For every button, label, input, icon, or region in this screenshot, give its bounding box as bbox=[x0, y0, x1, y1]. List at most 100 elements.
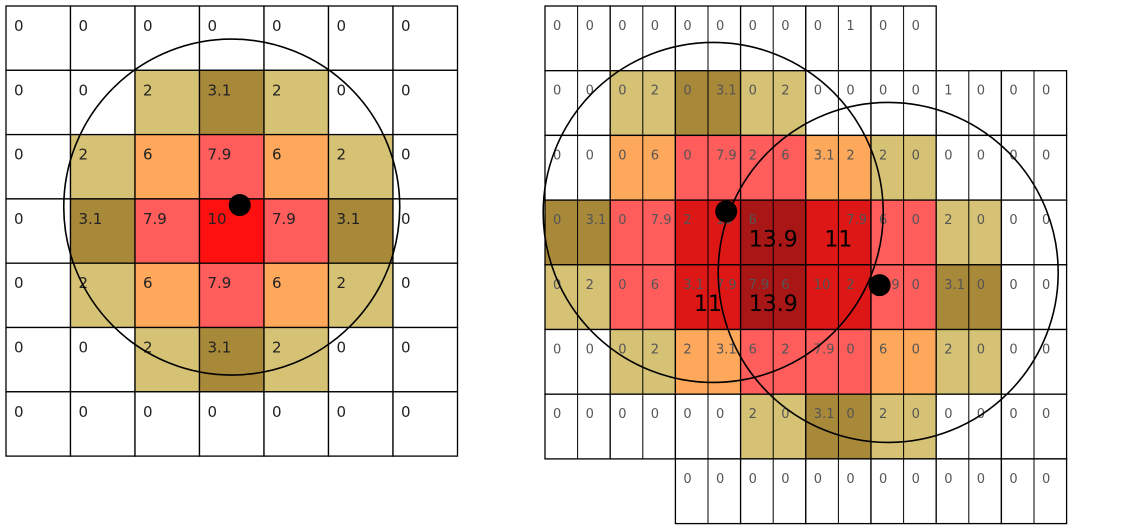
cell-value: 0 bbox=[79, 339, 89, 357]
grid-cell bbox=[392, 5, 459, 71]
subcell-value-right: 0 bbox=[912, 19, 920, 34]
cell-value: 0 bbox=[272, 17, 282, 35]
grid-cell bbox=[327, 69, 394, 136]
cell-value: 2 bbox=[79, 146, 89, 164]
cell-value: 10 bbox=[208, 210, 227, 228]
cell-value: 6 bbox=[143, 146, 153, 164]
subcell-value-left: 3.1 bbox=[814, 407, 835, 422]
subcell-value-left: 0 bbox=[618, 407, 626, 422]
subcell-value-left: 0 bbox=[1009, 213, 1017, 228]
cell-value: 0 bbox=[272, 403, 282, 421]
grid-cell bbox=[198, 391, 265, 457]
grid-cell bbox=[134, 133, 201, 200]
cell-value: 7.9 bbox=[208, 274, 232, 292]
grid-cell bbox=[392, 198, 459, 264]
grid-cell bbox=[327, 198, 394, 264]
cell-value: 2 bbox=[337, 274, 347, 292]
cell-value: 0 bbox=[401, 146, 411, 164]
subcell-value-right: 2 bbox=[586, 278, 594, 293]
subcell-value-right: 0 bbox=[846, 343, 854, 358]
subcell-value-right: 0 bbox=[977, 278, 985, 293]
grid-cell bbox=[263, 391, 330, 457]
subcell-value-left: 0 bbox=[1009, 278, 1017, 293]
source-point bbox=[228, 194, 251, 217]
subcell-value-left: 0 bbox=[683, 472, 691, 487]
cell-value: 2 bbox=[272, 81, 282, 99]
subcell-value-right: 0 bbox=[912, 213, 920, 228]
subcell-value-left: 1 bbox=[944, 84, 952, 99]
subcell-value-right: 0 bbox=[651, 19, 659, 34]
subcell-value-right: 6 bbox=[781, 148, 789, 163]
subcell-value-left: 0 bbox=[814, 19, 822, 34]
cell-value: 0 bbox=[401, 403, 411, 421]
cell-value: 0 bbox=[208, 17, 218, 35]
subcell-value-left: 0 bbox=[553, 148, 561, 163]
cell-value: 2 bbox=[79, 274, 89, 292]
subcell-value-left: 2 bbox=[749, 407, 757, 422]
grid-cell bbox=[69, 262, 136, 329]
subcell-value-right: 0 bbox=[912, 84, 920, 99]
cell-value: 7.9 bbox=[272, 210, 296, 228]
subcell-value-right: 3.1 bbox=[716, 343, 737, 358]
cell-value: 0 bbox=[337, 403, 347, 421]
cell-value: 0 bbox=[14, 274, 24, 292]
subcell-value-left: 0 bbox=[1009, 472, 1017, 487]
subcell-value-right: 3.1 bbox=[586, 213, 607, 228]
cell-value: 0 bbox=[14, 403, 24, 421]
subcell-value-right: 0 bbox=[1042, 278, 1050, 293]
combined-value: 11 bbox=[694, 292, 722, 317]
source-point bbox=[868, 274, 891, 297]
grid-cell bbox=[5, 5, 72, 71]
cell-value: 0 bbox=[401, 17, 411, 35]
cell-value: 0 bbox=[337, 17, 347, 35]
subcell-value-left: 0 bbox=[944, 472, 952, 487]
subcell-value-left: 2 bbox=[879, 148, 887, 163]
subcell-value-left: 0 bbox=[879, 472, 887, 487]
subcell-value-right: 1 bbox=[846, 19, 854, 34]
influence-radius-circle bbox=[717, 101, 1060, 444]
cell-value: 0 bbox=[401, 81, 411, 99]
subcell-value-left: 0 bbox=[553, 343, 561, 358]
source-point bbox=[715, 200, 738, 223]
cell-value: 0 bbox=[14, 17, 24, 35]
subcell-value-left: 0 bbox=[618, 148, 626, 163]
subcell-value-right: 0 bbox=[1042, 343, 1050, 358]
subcell-value-left: 0 bbox=[1009, 84, 1017, 99]
subcell-value-right: 2 bbox=[651, 84, 659, 99]
subcell-value-left: 6 bbox=[879, 343, 887, 358]
grid-cell bbox=[69, 5, 136, 71]
cell-value: 7.9 bbox=[208, 146, 232, 164]
subcell-value-right: 0 bbox=[586, 19, 594, 34]
subcell-value-left: 7.9 bbox=[814, 343, 835, 358]
combined-value: 13.9 bbox=[749, 227, 798, 252]
subcell-value-left: 10 bbox=[814, 278, 831, 293]
grid-cell bbox=[263, 262, 330, 329]
cell-value: 0 bbox=[79, 403, 89, 421]
cell-value: 2 bbox=[143, 81, 153, 99]
subcell-value-left: 2 bbox=[683, 343, 691, 358]
subcell-value-left: 2 bbox=[944, 213, 952, 228]
subcell-value-right: 0 bbox=[781, 472, 789, 487]
subcell-value-left: 0 bbox=[749, 84, 757, 99]
left-influence-grid: 0 0 0 0 0 0 0 0 0 2 3.1 2 0 0 0 2 6 7.9 6 2 0 0 3.1 7.9 10 7.9 3.1… bbox=[5, 5, 459, 457]
subcell-value-right: 3.1 bbox=[716, 84, 737, 99]
subcell-value-right: 2 bbox=[651, 343, 659, 358]
subcell-value-right: 0 bbox=[912, 278, 920, 293]
subcell-value-right: 6 bbox=[781, 278, 789, 293]
subcell-value-left: 0 bbox=[553, 19, 561, 34]
subcell-value-right: 0 bbox=[1042, 213, 1050, 228]
subcell-value-left: 0 bbox=[814, 84, 822, 99]
subcell-value-left: 2 bbox=[749, 148, 757, 163]
subcell-value-right: 2 bbox=[781, 343, 789, 358]
influence-radius-circle bbox=[62, 38, 401, 376]
grid-cell bbox=[134, 69, 201, 136]
grid-cell bbox=[327, 391, 394, 457]
influence-radius-circle bbox=[542, 41, 885, 384]
grid-cell bbox=[327, 5, 394, 71]
cell-value: 6 bbox=[272, 146, 282, 164]
subcell-value-right: 0 bbox=[977, 343, 985, 358]
cell-value: 0 bbox=[79, 17, 89, 35]
subcell-value-left: 0 bbox=[618, 343, 626, 358]
cell-value: 2 bbox=[272, 339, 282, 357]
subcell-value-right: 0 bbox=[781, 407, 789, 422]
